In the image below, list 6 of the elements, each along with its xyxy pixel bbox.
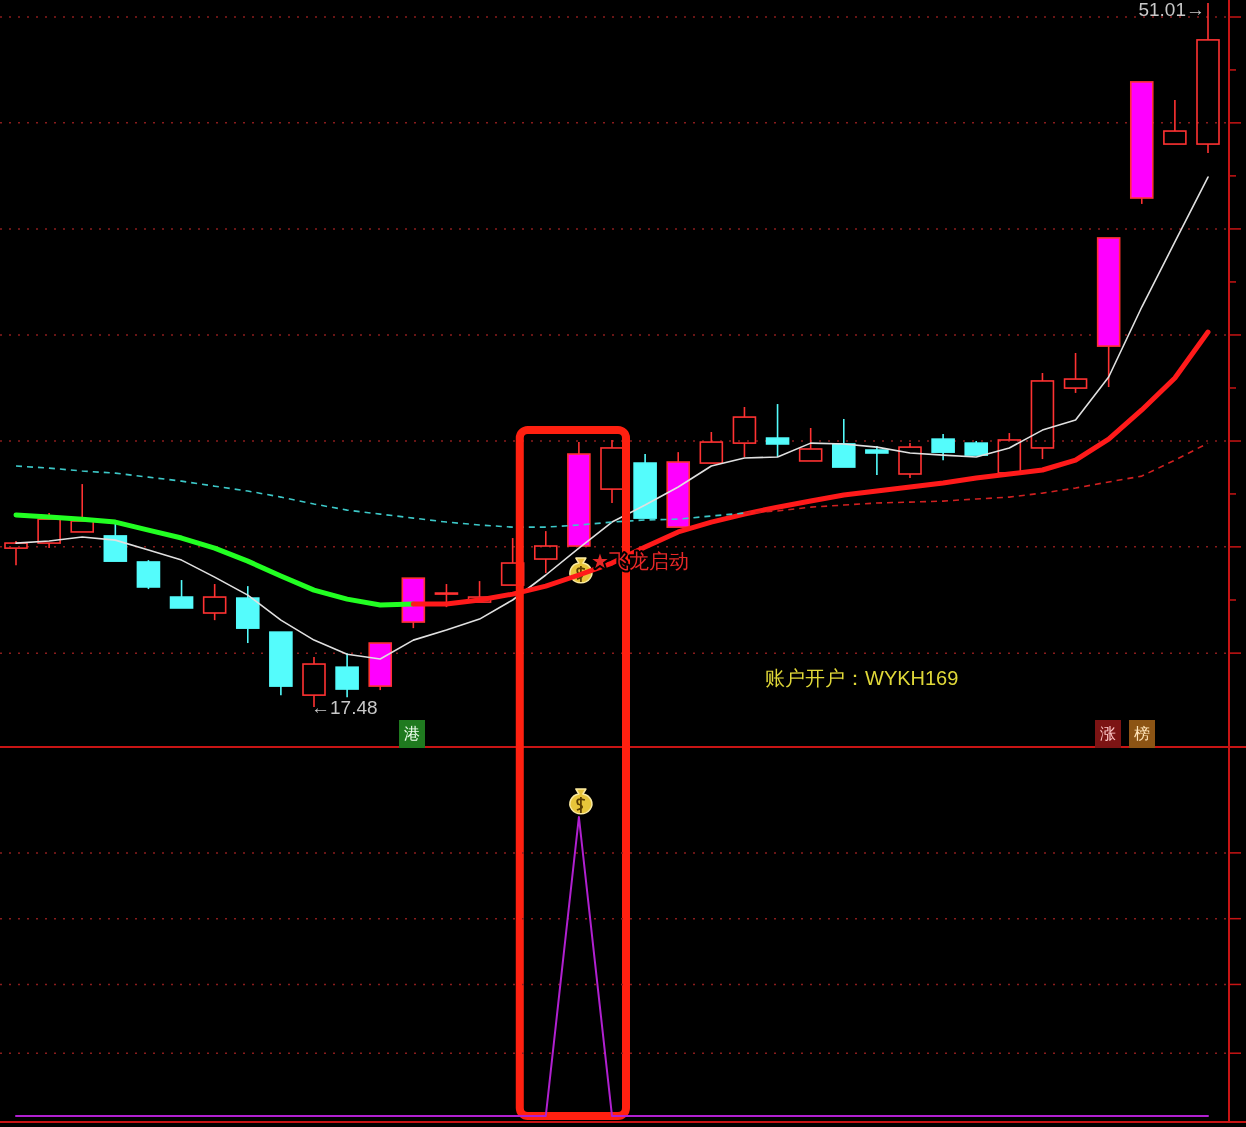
annotation: 账户开户：WYKH169 bbox=[765, 667, 959, 690]
annotation: ←17.48 bbox=[311, 697, 378, 719]
annotation: 港 bbox=[404, 725, 420, 743]
annotation: 涨 bbox=[1100, 725, 1116, 743]
annotation: 51.01→ bbox=[1138, 0, 1205, 20]
annotation: 榜 bbox=[1134, 725, 1150, 743]
